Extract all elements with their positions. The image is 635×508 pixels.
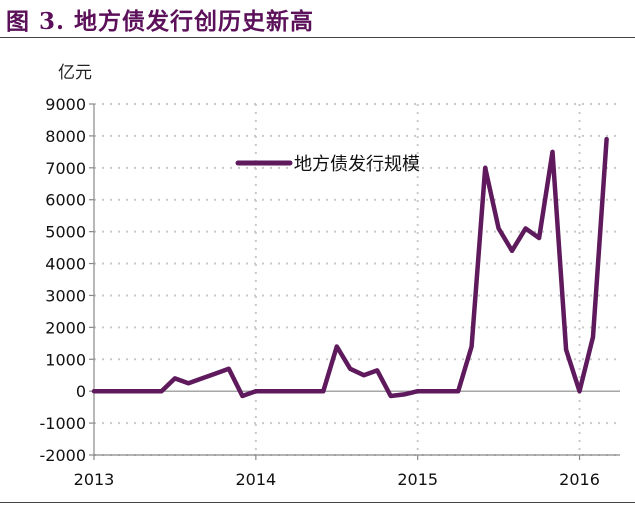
y-tick-label: -2000 — [40, 446, 87, 465]
y-tick-label: 6000 — [45, 191, 86, 210]
y-tick-label: 2000 — [45, 318, 86, 337]
y-tick-label: 5000 — [45, 223, 86, 242]
axes — [89, 103, 620, 460]
series-layer — [91, 136, 609, 399]
y-tick-label: 0 — [76, 382, 86, 401]
title-divider — [0, 37, 635, 38]
bottom-divider — [0, 502, 635, 503]
y-tick-label: 9000 — [45, 95, 86, 114]
y-tick-label: 3000 — [45, 286, 86, 305]
series-line — [91, 136, 609, 399]
x-tick-label: 2016 — [559, 470, 600, 489]
legend: 地方债发行规模 — [235, 154, 420, 175]
legend-label: 地方债发行规模 — [294, 154, 420, 175]
y-axis-unit-label: 亿元 — [58, 63, 92, 83]
figure-title: 图 3. 地方债发行创历史新高 — [6, 8, 315, 35]
y-tick-label: 8000 — [45, 127, 86, 146]
y-tick-label: -1000 — [40, 414, 87, 433]
x-tick-label: 2013 — [74, 470, 115, 489]
x-tick-label: 2015 — [397, 470, 438, 489]
y-tick-label: 4000 — [45, 255, 86, 274]
y-tick-label: 7000 — [45, 159, 86, 178]
x-tick-label: 2014 — [235, 470, 276, 489]
y-tick-label: 1000 — [45, 350, 86, 369]
tick-labels: -2000 -1000 0 1000 2000 3000 4000 5000 6000 7000 8… — [40, 95, 600, 489]
